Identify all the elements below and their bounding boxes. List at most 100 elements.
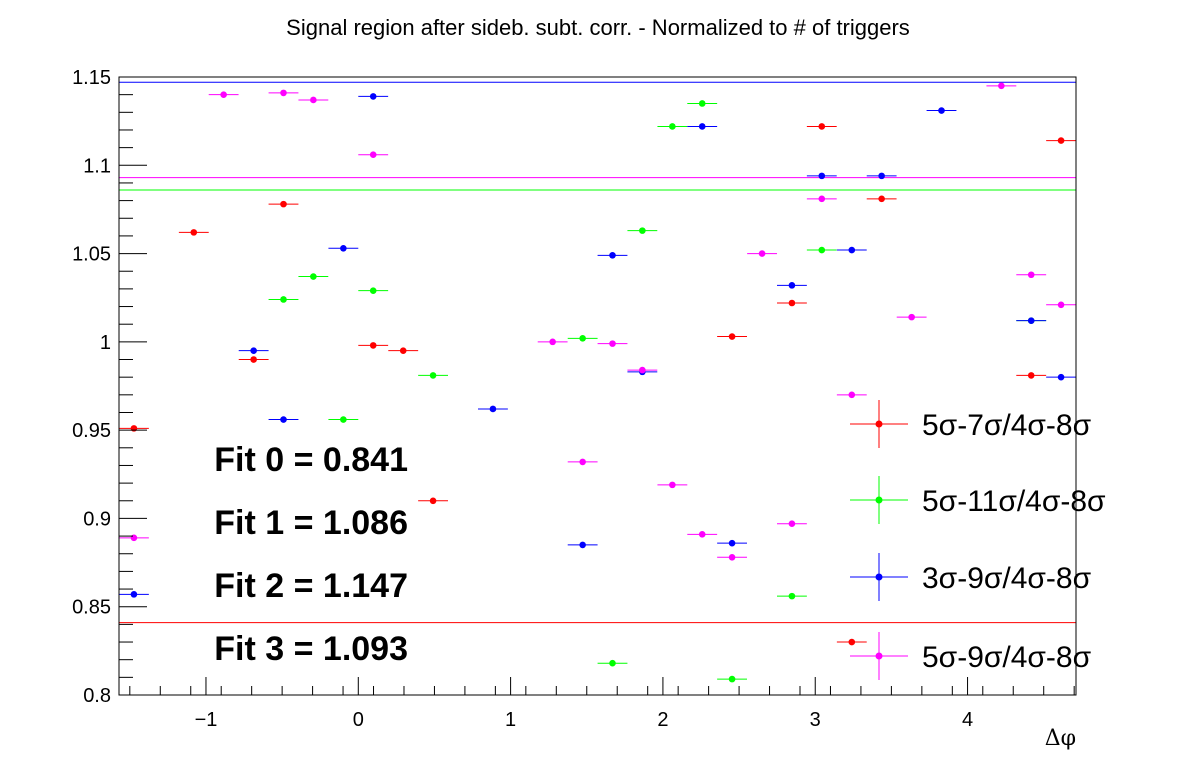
x-tick-label: 0 xyxy=(353,709,364,731)
fit-2-label: Fit 2 = 1.147 xyxy=(214,567,408,605)
data-point-s3 xyxy=(627,367,657,374)
marker xyxy=(878,173,885,180)
marker xyxy=(848,247,855,254)
x-axis-title: Δφ xyxy=(1045,726,1076,751)
y-tick-label: 0.95 xyxy=(72,420,111,442)
data-point-s0 xyxy=(1016,372,1046,379)
marker xyxy=(699,123,706,130)
marker xyxy=(998,83,1005,90)
data-point-s0 xyxy=(837,639,867,646)
marker xyxy=(729,676,736,683)
marker xyxy=(280,296,287,303)
data-point-s2 xyxy=(1046,374,1076,381)
marker xyxy=(1058,137,1065,144)
data-point-s3 xyxy=(358,151,388,158)
marker xyxy=(818,173,825,180)
y-tick-label: 0.85 xyxy=(72,597,111,619)
marker xyxy=(639,367,646,374)
marker xyxy=(729,333,736,340)
marker xyxy=(131,535,138,542)
fit-0-label: Fit 0 = 0.841 xyxy=(214,441,408,479)
data-point-s3 xyxy=(538,339,568,346)
marker xyxy=(609,252,616,259)
data-point-s2 xyxy=(777,282,807,289)
legend-label: 3σ-9σ/4σ-8σ xyxy=(922,562,1092,595)
y-tick-label: 1.15 xyxy=(72,67,111,89)
x-tick-label: 4 xyxy=(962,709,973,731)
marker xyxy=(639,227,646,234)
marker xyxy=(1058,301,1065,308)
marker xyxy=(789,593,796,600)
y-tick-label: 0.8 xyxy=(83,685,111,707)
data-point-s0 xyxy=(179,229,209,236)
marker xyxy=(1028,372,1035,379)
data-point-s2 xyxy=(717,540,747,547)
x-tick-label: −1 xyxy=(195,709,218,731)
data-point-s1 xyxy=(358,287,388,294)
y-tick-label: 0.9 xyxy=(83,508,111,530)
legend-marker xyxy=(876,653,883,660)
legend-label: 5σ-11σ/4σ-8σ xyxy=(922,485,1106,518)
marker xyxy=(699,531,706,538)
marker xyxy=(848,639,855,646)
data-point-s3 xyxy=(209,91,239,98)
data-point-s3 xyxy=(687,531,717,538)
data-point-s0 xyxy=(777,300,807,307)
data-point-s1 xyxy=(418,372,448,379)
data-point-s3 xyxy=(837,392,867,399)
legend-entry-3: 5σ-9σ/4σ-8σ xyxy=(850,632,1092,680)
data-point-s0 xyxy=(388,347,418,354)
marker xyxy=(280,90,287,97)
legend-entry-1: 5σ-11σ/4σ-8σ xyxy=(850,476,1106,524)
marker xyxy=(579,459,586,466)
x-tick-label: 3 xyxy=(810,709,821,731)
data-point-s0 xyxy=(717,333,747,340)
fit-3-label: Fit 3 = 1.093 xyxy=(214,630,408,668)
data-point-s2 xyxy=(269,416,299,423)
data-point-s3 xyxy=(657,482,687,489)
data-point-s2 xyxy=(478,406,508,413)
data-point-s3 xyxy=(747,250,777,257)
data-point-s0 xyxy=(239,356,269,363)
legend-entry-0: 5σ-7σ/4σ-8σ xyxy=(850,400,1092,448)
data-point-s1 xyxy=(269,296,299,303)
x-tick-label: 1 xyxy=(505,709,516,731)
legend-marker xyxy=(876,421,883,428)
data-point-s2 xyxy=(119,591,149,598)
marker xyxy=(669,123,676,130)
data-point-s2 xyxy=(239,347,269,354)
marker xyxy=(131,425,138,432)
marker xyxy=(310,273,317,280)
marker xyxy=(818,196,825,203)
marker xyxy=(878,196,885,203)
legend-label: 5σ-7σ/4σ-8σ xyxy=(922,409,1092,442)
marker xyxy=(250,347,257,354)
data-point-s2 xyxy=(837,247,867,254)
marker xyxy=(430,497,437,504)
marker xyxy=(370,342,377,349)
data-point-s0 xyxy=(807,123,837,130)
marker xyxy=(818,247,825,254)
data-point-s2 xyxy=(358,93,388,100)
data-point-s2 xyxy=(687,123,717,130)
marker xyxy=(1058,374,1065,381)
marker xyxy=(699,100,706,107)
legend: 5σ-7σ/4σ-8σ 5σ-11σ/4σ-8σ 3σ-9σ/4σ-8σ 5σ-9σ/… xyxy=(850,400,1106,680)
data-point-s0 xyxy=(119,425,149,432)
marker xyxy=(938,107,945,114)
data-point-s0 xyxy=(1046,137,1076,144)
marker xyxy=(848,392,855,399)
marker xyxy=(609,660,616,667)
data-point-s1 xyxy=(298,273,328,280)
chart-title: Signal region after sideb. subt. corr. -… xyxy=(286,15,910,40)
data-point-s0 xyxy=(418,497,448,504)
marker xyxy=(1028,271,1035,278)
marker xyxy=(789,282,796,289)
marker xyxy=(818,123,825,130)
data-point-s3 xyxy=(568,459,598,466)
data-point-s0 xyxy=(867,196,897,203)
marker xyxy=(370,93,377,100)
legend-marker xyxy=(876,574,883,581)
marker xyxy=(430,372,437,379)
fit-1-label: Fit 1 = 1.086 xyxy=(214,504,408,542)
